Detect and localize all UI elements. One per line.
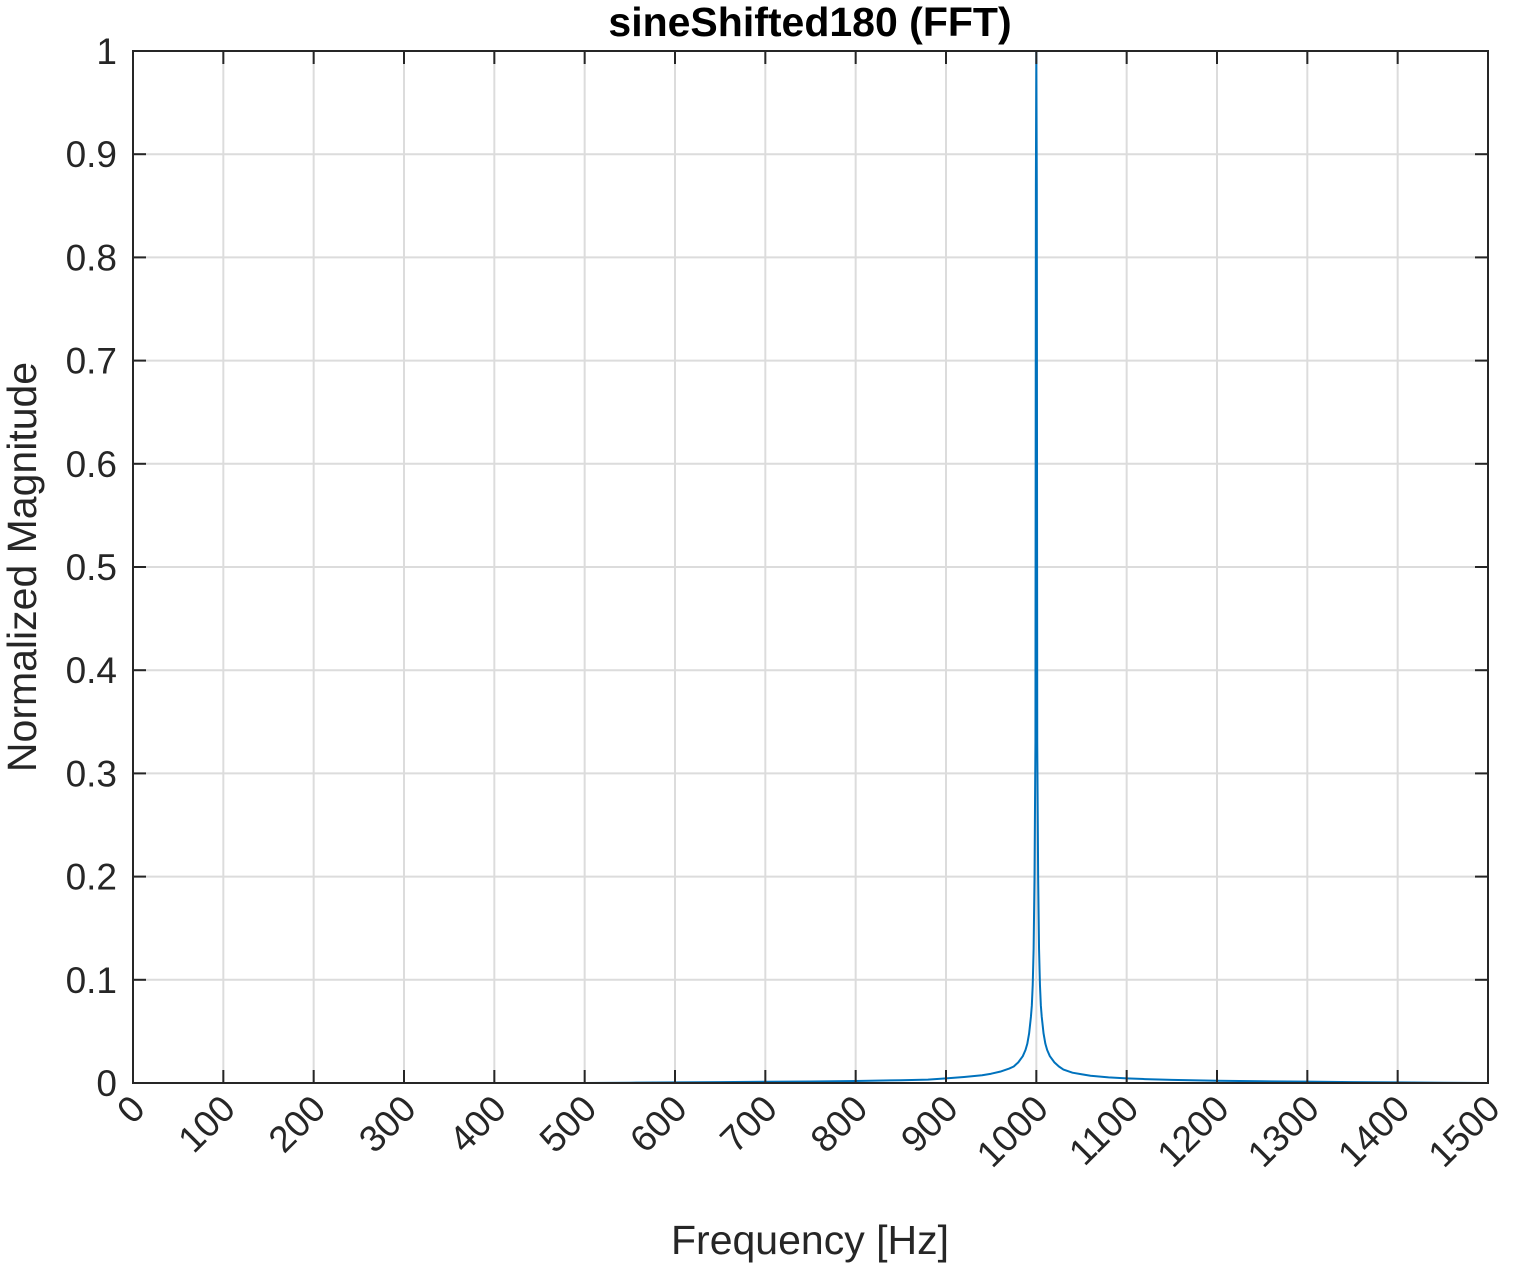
grid-layer [133, 51, 1488, 1083]
tick-marks [132, 50, 1489, 1084]
y-tick-label: 0.1 [66, 960, 117, 1001]
y-tick-label: 0 [96, 1063, 117, 1104]
y-tick-label: 0.4 [66, 650, 117, 691]
plot-area [132, 50, 1489, 1084]
y-tick-label: 0.7 [66, 341, 117, 382]
series-layer [133, 50, 1489, 1084]
y-tick-label: 0.9 [66, 134, 117, 175]
y-axis-title: Normalized Magnitude [0, 362, 45, 772]
y-tick-labels: 0 0.1 0.2 0.3 0.4 0.5 0.6 0.7 0.8 0.9 1 [66, 31, 117, 1104]
y-tick-label: 0.3 [66, 753, 117, 794]
y-tick-label: 0.2 [66, 857, 117, 898]
fft-magnitude-line [133, 50, 1489, 1084]
y-tick-label: 1 [96, 31, 117, 72]
y-tick-label: 0.8 [66, 237, 117, 278]
y-tick-label: 0.5 [66, 547, 117, 588]
y-tick-label: 0.6 [66, 444, 117, 485]
chart-title: sineShifted180 (FFT) [608, 0, 1011, 45]
x-axis-title: Frequency [Hz] [671, 1217, 949, 1263]
